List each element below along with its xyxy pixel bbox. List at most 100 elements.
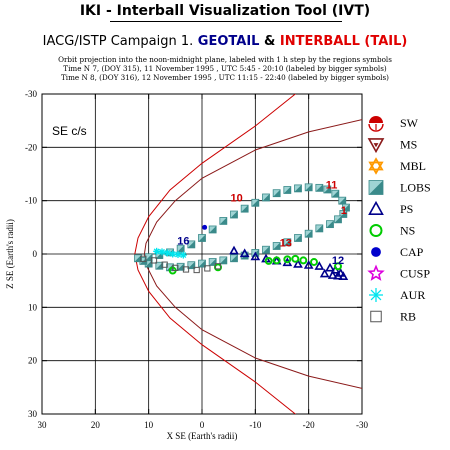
sq-shade xyxy=(155,251,163,259)
tri-up xyxy=(250,251,261,261)
point-lobs xyxy=(144,253,153,262)
point-lobs xyxy=(208,258,217,266)
campaign-label: IACG/ISTP Campaign 1. xyxy=(42,34,194,49)
point-lobs xyxy=(219,256,228,265)
sq-shade xyxy=(338,197,346,205)
sq-shade xyxy=(219,256,227,264)
point-lobs xyxy=(338,196,347,205)
sq-open xyxy=(370,310,382,323)
legend-icon-mbl xyxy=(368,157,384,175)
point-lobs xyxy=(134,254,142,263)
hour-label: 13 xyxy=(280,238,292,250)
point-ps xyxy=(303,260,314,269)
legend-label-cusp: CUSP xyxy=(400,267,430,281)
sq-shade xyxy=(230,211,238,219)
title-underline xyxy=(110,21,342,22)
ast-stroke xyxy=(159,248,165,255)
tri-up xyxy=(368,200,384,215)
hour-label: 11 xyxy=(326,179,338,191)
sq-shade xyxy=(155,262,163,270)
point-ps xyxy=(229,245,239,255)
tri-up xyxy=(325,262,335,272)
point-lobs xyxy=(155,261,164,270)
sq-shade xyxy=(241,205,249,213)
point-ps xyxy=(314,261,325,270)
ring xyxy=(291,254,300,263)
legend-label-aur: AUR xyxy=(400,288,425,302)
ring xyxy=(264,256,273,265)
ast-stroke xyxy=(169,251,176,257)
sq-shade xyxy=(262,193,270,201)
tri-up xyxy=(333,270,343,280)
tri-up xyxy=(303,260,314,269)
sq-shade xyxy=(166,263,174,271)
point-aur xyxy=(174,251,182,259)
ast-stroke xyxy=(164,249,171,256)
legend-icon-lobs xyxy=(368,180,384,195)
sq-open xyxy=(140,255,147,262)
interball-label: INTERBALL (TAIL) xyxy=(279,34,408,49)
x-tick-label: -10 xyxy=(249,420,261,430)
legend-icon-ps xyxy=(368,200,384,215)
x-tick-label: 0 xyxy=(200,420,205,430)
point-lobs xyxy=(208,225,217,234)
point-ps xyxy=(239,248,250,258)
ring xyxy=(283,255,292,264)
ast-stroke xyxy=(175,251,181,258)
sw-bottom xyxy=(368,123,384,132)
point-ns xyxy=(291,254,300,263)
sq-shade xyxy=(187,261,195,269)
point-lobs xyxy=(323,185,332,194)
y-tick-label: -30 xyxy=(25,89,37,99)
point-aur xyxy=(179,251,187,259)
sq-shade xyxy=(323,185,331,193)
ast-stroke xyxy=(180,252,187,259)
x-tick-label: 20 xyxy=(91,420,101,430)
sq-open xyxy=(172,264,179,271)
ring xyxy=(299,256,308,265)
point-ps xyxy=(293,258,303,268)
point-lobs xyxy=(251,198,260,207)
sq-open xyxy=(161,261,168,268)
legend-label-ps: PS xyxy=(400,202,413,216)
coord-system-label: SE c/s xyxy=(52,124,87,138)
point-lobs xyxy=(272,242,281,250)
point-lobs xyxy=(187,240,196,249)
data-marks xyxy=(134,183,350,281)
sq-shade xyxy=(198,260,206,268)
sq-shade xyxy=(134,254,142,262)
app-title: IKI - Interball Visualization Tool (IVT) xyxy=(79,3,371,19)
region-boundaries xyxy=(134,94,362,414)
tri-up xyxy=(229,245,239,255)
tri-up xyxy=(239,248,250,258)
point-lobs xyxy=(294,184,302,193)
ring xyxy=(334,262,342,271)
point-lobs xyxy=(230,210,238,219)
sq-shade xyxy=(230,254,238,262)
point-ns xyxy=(310,258,318,266)
star6-b xyxy=(368,161,384,175)
legend-icon-ms xyxy=(367,138,385,154)
tri-up xyxy=(293,258,303,268)
point-lobs xyxy=(283,238,292,247)
point-aur xyxy=(163,249,171,257)
tri-down xyxy=(367,138,385,154)
sq-open xyxy=(214,263,222,270)
legend-icon-rb xyxy=(370,310,382,323)
tri-down-inner xyxy=(373,143,379,148)
x-tick-label: -30 xyxy=(356,420,368,430)
campaign-line: IACG/ISTP Campaign 1. GEOTAIL & INTERBAL… xyxy=(0,34,450,49)
x-tick-label: 10 xyxy=(144,420,154,430)
point-lobs xyxy=(240,204,249,213)
star6-a xyxy=(368,157,384,171)
sq-shade xyxy=(177,245,185,253)
point-rb xyxy=(182,266,190,273)
hour-label: 10 xyxy=(231,193,243,205)
subtitle-line-3: Time N 8, (DOY 316), 12 November 1995 , … xyxy=(61,73,389,82)
bow-shock-curve xyxy=(134,94,297,414)
tri-up xyxy=(319,268,330,278)
tri-up xyxy=(314,261,325,270)
sq-shade xyxy=(342,204,350,212)
point-ps xyxy=(333,270,343,280)
